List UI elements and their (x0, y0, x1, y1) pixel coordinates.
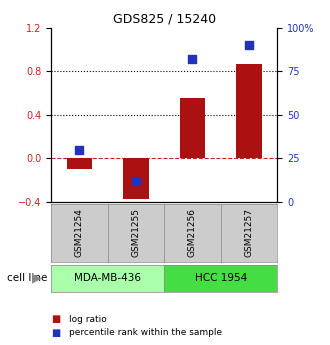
Text: GSM21254: GSM21254 (75, 208, 84, 257)
Text: GSM21255: GSM21255 (131, 208, 141, 257)
Text: GSM21256: GSM21256 (188, 208, 197, 257)
Point (190, 56, 195, 62)
Text: ▶: ▶ (31, 272, 41, 285)
Text: ■: ■ (51, 328, 60, 338)
Text: cell line: cell line (7, 273, 47, 283)
Point (246, 42, 251, 48)
Text: percentile rank within the sample: percentile rank within the sample (69, 328, 222, 337)
Point (133, 178, 139, 184)
Text: ■: ■ (51, 314, 60, 324)
Text: GSM21257: GSM21257 (245, 208, 253, 257)
Text: GDS825 / 15240: GDS825 / 15240 (114, 12, 216, 25)
Bar (123, 158, 148, 199)
Text: log ratio: log ratio (69, 315, 107, 324)
Text: MDA-MB-436: MDA-MB-436 (74, 273, 141, 283)
Bar (236, 63, 262, 158)
Bar (180, 98, 205, 158)
Point (77, 147, 82, 152)
Text: HCC 1954: HCC 1954 (195, 273, 247, 283)
Bar (67, 158, 92, 169)
